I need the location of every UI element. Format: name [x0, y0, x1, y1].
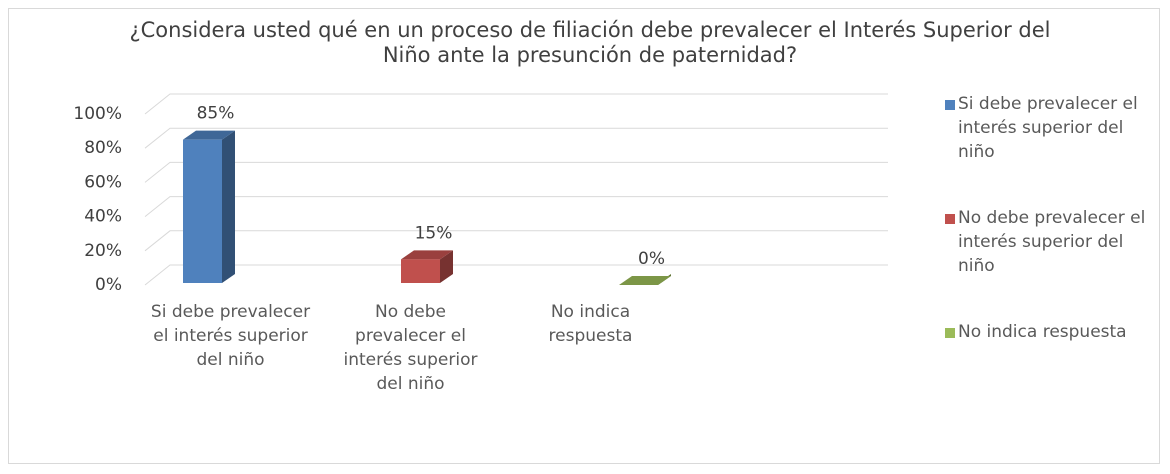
data-label: 0%	[638, 249, 665, 269]
x-tick-label: No indica respuesta	[548, 302, 633, 346]
data-label: 85%	[197, 104, 235, 124]
y-tick-label: 100%	[73, 104, 122, 124]
y-tick-label: 60%	[84, 172, 122, 192]
x-tick-label: Si debe prevalecer el interés superior d…	[150, 302, 311, 370]
legend-label: No indica respuesta	[958, 322, 1127, 342]
bar-top	[619, 276, 671, 285]
grid-line	[144, 127, 888, 149]
bar	[183, 139, 222, 283]
chart-title: ¿Considera usted qué en un proceso de fi…	[129, 18, 1051, 67]
y-tick-label: 80%	[84, 138, 122, 158]
bar-side	[222, 130, 235, 283]
y-tick-label: 0%	[95, 275, 122, 295]
grid-line	[144, 264, 888, 286]
bar-top	[401, 250, 453, 260]
legend-swatch	[945, 100, 955, 110]
grid-line	[144, 161, 888, 183]
data-label: 15%	[415, 223, 453, 243]
bar-top	[183, 130, 235, 140]
grid-line	[144, 93, 888, 115]
legend-swatch	[945, 328, 955, 338]
grid-line	[144, 196, 888, 217]
grid-line	[144, 230, 888, 252]
legend-swatch	[945, 214, 955, 224]
y-tick-label: 20%	[84, 241, 122, 261]
x-tick-label: No debe prevalecer el interés superior d…	[343, 302, 478, 394]
bar	[401, 259, 440, 283]
legend-label: No debe prevalecer el interés superior d…	[958, 208, 1146, 276]
y-tick-label: 40%	[84, 207, 122, 227]
legend-label: Si debe prevalecer el interés superior d…	[958, 94, 1138, 162]
chart-frame	[8, 8, 1160, 464]
bar-side	[440, 250, 453, 283]
